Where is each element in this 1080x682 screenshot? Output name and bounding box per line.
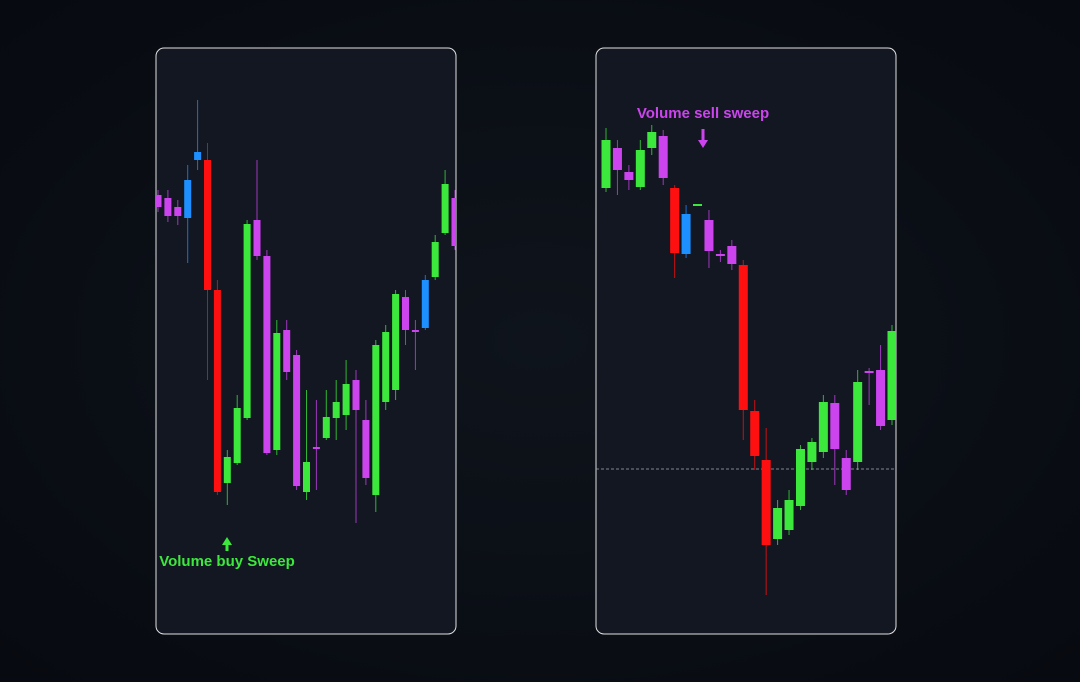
- candle-body: [670, 188, 680, 253]
- candle-body: [887, 331, 896, 420]
- annotation: Volume sell sweep: [637, 105, 769, 122]
- candle-body: [795, 449, 805, 506]
- candle-body: [658, 136, 668, 178]
- candle-body: [864, 371, 874, 373]
- candle-body: [738, 265, 748, 410]
- candle-body: [213, 290, 221, 492]
- candle-body: [451, 198, 456, 246]
- candle-body: [784, 500, 794, 530]
- candle-body: [263, 256, 271, 453]
- candle-body: [624, 172, 634, 180]
- candle-body: [681, 214, 691, 254]
- candle-body: [647, 132, 657, 148]
- annotation: Volume buy Sweep: [159, 553, 295, 570]
- candle-body: [727, 246, 737, 264]
- candle-body: [303, 462, 310, 492]
- candle-body: [283, 330, 291, 372]
- candle-body: [382, 332, 390, 402]
- candle-body: [233, 408, 241, 463]
- candle-body: [194, 152, 202, 160]
- candle-body: [411, 330, 419, 332]
- candle-body: [352, 380, 360, 410]
- panel: [155, 47, 457, 635]
- candle-body: [635, 150, 645, 187]
- candle-body: [773, 508, 783, 539]
- candle-body: [322, 417, 330, 438]
- candle-body: [853, 382, 863, 462]
- candle-body: [402, 297, 409, 330]
- candle-body: [421, 280, 429, 328]
- candle-body: [761, 460, 771, 545]
- candle-body: [184, 180, 192, 218]
- candle-body: [243, 224, 251, 418]
- candle-body: [174, 207, 182, 216]
- candle-body: [156, 195, 162, 207]
- candle-body: [715, 254, 725, 256]
- candle-body: [750, 411, 760, 456]
- candle-body: [312, 447, 320, 449]
- chart-right: [596, 125, 896, 595]
- candle-body: [223, 457, 231, 483]
- candle-body: [693, 204, 703, 206]
- candle-body: [830, 403, 840, 449]
- candle-body: [431, 242, 439, 277]
- candle-body: [818, 402, 828, 452]
- candle-body: [253, 220, 261, 256]
- chart-left: [156, 100, 456, 523]
- candle-body: [601, 140, 611, 188]
- candle-body: [612, 148, 622, 170]
- candle-body: [204, 160, 211, 290]
- candle-body: [293, 355, 301, 486]
- candle-body: [841, 458, 851, 490]
- candle-body: [441, 184, 449, 233]
- candle-body: [332, 402, 340, 418]
- candle-body: [392, 294, 400, 390]
- candle-body: [704, 220, 714, 251]
- arrow-down: [698, 129, 708, 148]
- candle-body: [876, 370, 886, 426]
- candle-body: [807, 442, 817, 462]
- candle-body: [362, 420, 370, 478]
- arrow-up: [222, 537, 232, 551]
- candle-body: [164, 198, 172, 216]
- candle-body: [372, 345, 380, 495]
- candle-body: [273, 333, 281, 450]
- candle-body: [342, 384, 350, 415]
